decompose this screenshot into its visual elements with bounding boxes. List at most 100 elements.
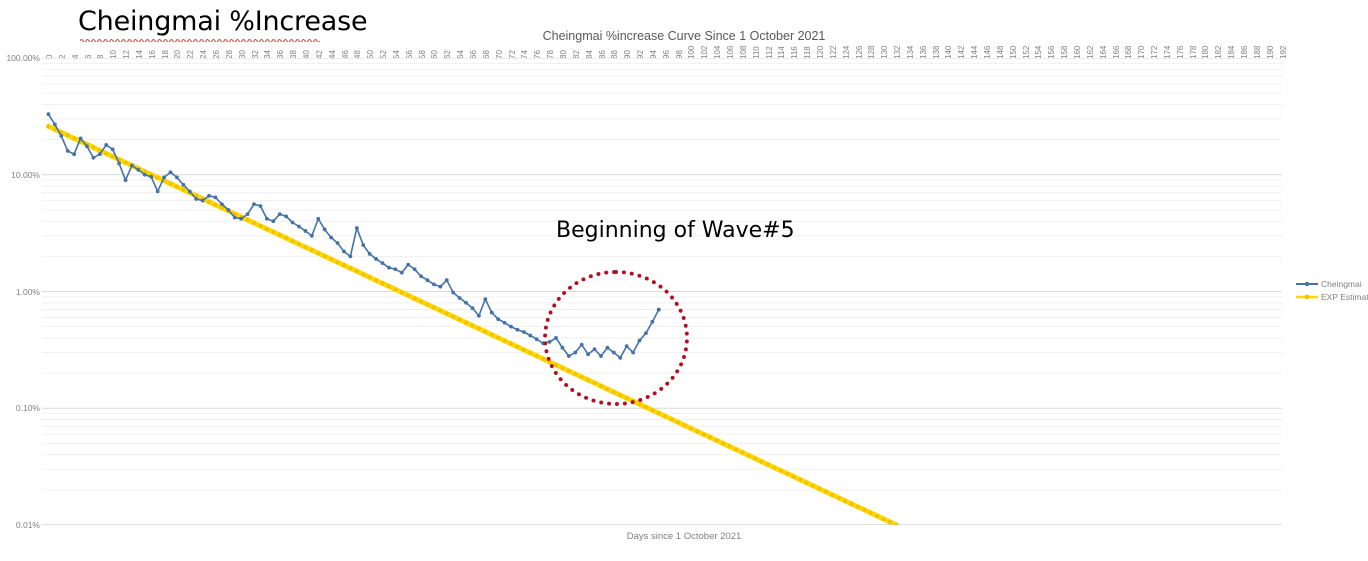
data-point-cheingmai: [361, 243, 366, 247]
data-point-cheingmai: [348, 254, 353, 259]
data-point-cheingmai: [387, 265, 391, 270]
x-axis-tick-label: 168: [1124, 45, 1134, 59]
legend-item[interactable]: EXP Estimate: [1296, 290, 1368, 303]
data-point-exp-estimate: [637, 402, 642, 407]
data-point-exp-estimate: [245, 217, 250, 223]
data-point-exp-estimate: [759, 459, 764, 464]
data-point-cheingmai: [464, 300, 468, 305]
data-point-cheingmai: [367, 251, 372, 256]
data-point-cheingmai: [155, 189, 160, 194]
y-axis-tick-label: 10.00%: [11, 169, 40, 180]
data-point-cheingmai: [303, 229, 308, 233]
legend-swatch-icon: [1296, 279, 1318, 289]
data-point-exp-estimate: [502, 338, 507, 343]
data-point-cheingmai: [489, 310, 494, 315]
data-point-cheingmai: [483, 297, 488, 302]
data-point-exp-estimate: [521, 347, 526, 352]
data-point-exp-estimate: [894, 522, 899, 525]
data-point-exp-estimate: [714, 438, 719, 443]
data-point-exp-estimate: [849, 501, 854, 506]
data-point-exp-estimate: [695, 429, 700, 434]
data-point-cheingmai: [72, 152, 77, 157]
data-point-cheingmai: [245, 212, 250, 217]
data-point-exp-estimate: [881, 516, 886, 522]
data-point-cheingmai: [239, 216, 244, 221]
data-point-cheingmai: [425, 278, 430, 283]
data-point-exp-estimate: [296, 242, 302, 247]
data-point-cheingmai: [232, 215, 237, 220]
data-point-cheingmai: [59, 134, 64, 138]
data-point-exp-estimate: [361, 272, 366, 277]
data-point-exp-estimate: [669, 417, 674, 422]
data-point-cheingmai: [142, 172, 147, 177]
data-point-exp-estimate: [329, 257, 334, 262]
x-axis-tick-label: 190: [1265, 45, 1275, 59]
x-axis-tick-label: 124: [841, 45, 851, 59]
data-point-exp-estimate: [740, 450, 745, 455]
data-point-exp-estimate: [142, 169, 147, 174]
data-point-cheingmai: [496, 317, 501, 322]
x-axis-tick-label: 182: [1214, 45, 1224, 59]
x-axis-tick-label: 104: [713, 45, 723, 59]
x-axis-tick-label: 152: [1021, 45, 1031, 59]
data-point-cheingmai: [309, 233, 314, 238]
x-axis-tick-label: 172: [1150, 45, 1160, 59]
data-point-exp-estimate: [373, 278, 379, 283]
data-point-exp-estimate: [444, 311, 449, 316]
x-axis-tick-label: 148: [995, 45, 1005, 59]
legend-item[interactable]: Cheingmai: [1296, 277, 1368, 290]
data-point-cheingmai: [97, 152, 102, 157]
data-point-exp-estimate: [778, 468, 783, 473]
data-point-exp-estimate: [528, 350, 533, 355]
data-point-exp-estimate: [772, 465, 777, 470]
data-point-cheingmai: [329, 235, 334, 240]
y-axis-tick-label: 0.01%: [15, 520, 40, 530]
data-point-exp-estimate: [72, 136, 77, 141]
x-axis-tick-label: 100: [687, 45, 697, 59]
wave-highlight-circle: [543, 270, 689, 406]
data-point-cheingmai: [502, 320, 507, 325]
x-axis-tick-label: 150: [1008, 45, 1018, 59]
x-axis-tick-label: 146: [983, 45, 993, 59]
data-point-exp-estimate: [367, 275, 372, 280]
data-point-exp-estimate: [515, 344, 520, 349]
page-title: Cheingmai %Increase: [78, 6, 368, 37]
data-point-cheingmai: [316, 216, 321, 221]
data-point-exp-estimate: [656, 411, 661, 416]
data-point-cheingmai: [406, 262, 411, 267]
data-point-exp-estimate: [65, 133, 70, 138]
x-axis-tick-label: 192: [1278, 45, 1288, 59]
x-axis-tick-label: 156: [1047, 45, 1057, 59]
x-axis-tick-label: 130: [880, 45, 890, 59]
data-point-exp-estimate: [104, 151, 109, 156]
data-point-cheingmai: [335, 241, 340, 245]
data-point-cheingmai: [168, 170, 173, 175]
data-point-cheingmai: [252, 202, 256, 207]
x-axis-tick-label: 144: [970, 45, 980, 59]
data-point-cheingmai: [374, 257, 378, 261]
data-point-cheingmai: [297, 224, 301, 229]
data-point-cheingmai: [123, 178, 128, 182]
data-point-exp-estimate: [438, 308, 443, 313]
data-point-exp-estimate: [855, 504, 861, 509]
x-axis-tick-label: 174: [1162, 45, 1172, 59]
data-point-cheingmai: [438, 284, 443, 289]
data-point-exp-estimate: [181, 187, 186, 192]
x-axis-tick-label: 162: [1085, 45, 1095, 59]
data-point-cheingmai: [290, 220, 295, 225]
wave-annotation-label: Beginning of Wave#5: [556, 218, 795, 243]
data-point-cheingmai: [130, 163, 134, 168]
y-axis-tick-label: 1.00%: [15, 286, 40, 297]
spellcheck-underline-icon: [80, 38, 320, 42]
data-point-exp-estimate: [727, 444, 732, 449]
data-point-exp-estimate: [322, 254, 327, 259]
x-axis-tick-label: 188: [1252, 45, 1262, 59]
data-point-exp-estimate: [643, 405, 649, 410]
data-point-exp-estimate: [701, 432, 706, 437]
data-point-cheingmai: [91, 155, 96, 160]
x-axis-tick-label: 138: [931, 45, 941, 59]
x-axis-tick-label: 180: [1201, 45, 1211, 59]
data-point-exp-estimate: [650, 408, 655, 413]
data-point-cheingmai: [117, 161, 121, 166]
